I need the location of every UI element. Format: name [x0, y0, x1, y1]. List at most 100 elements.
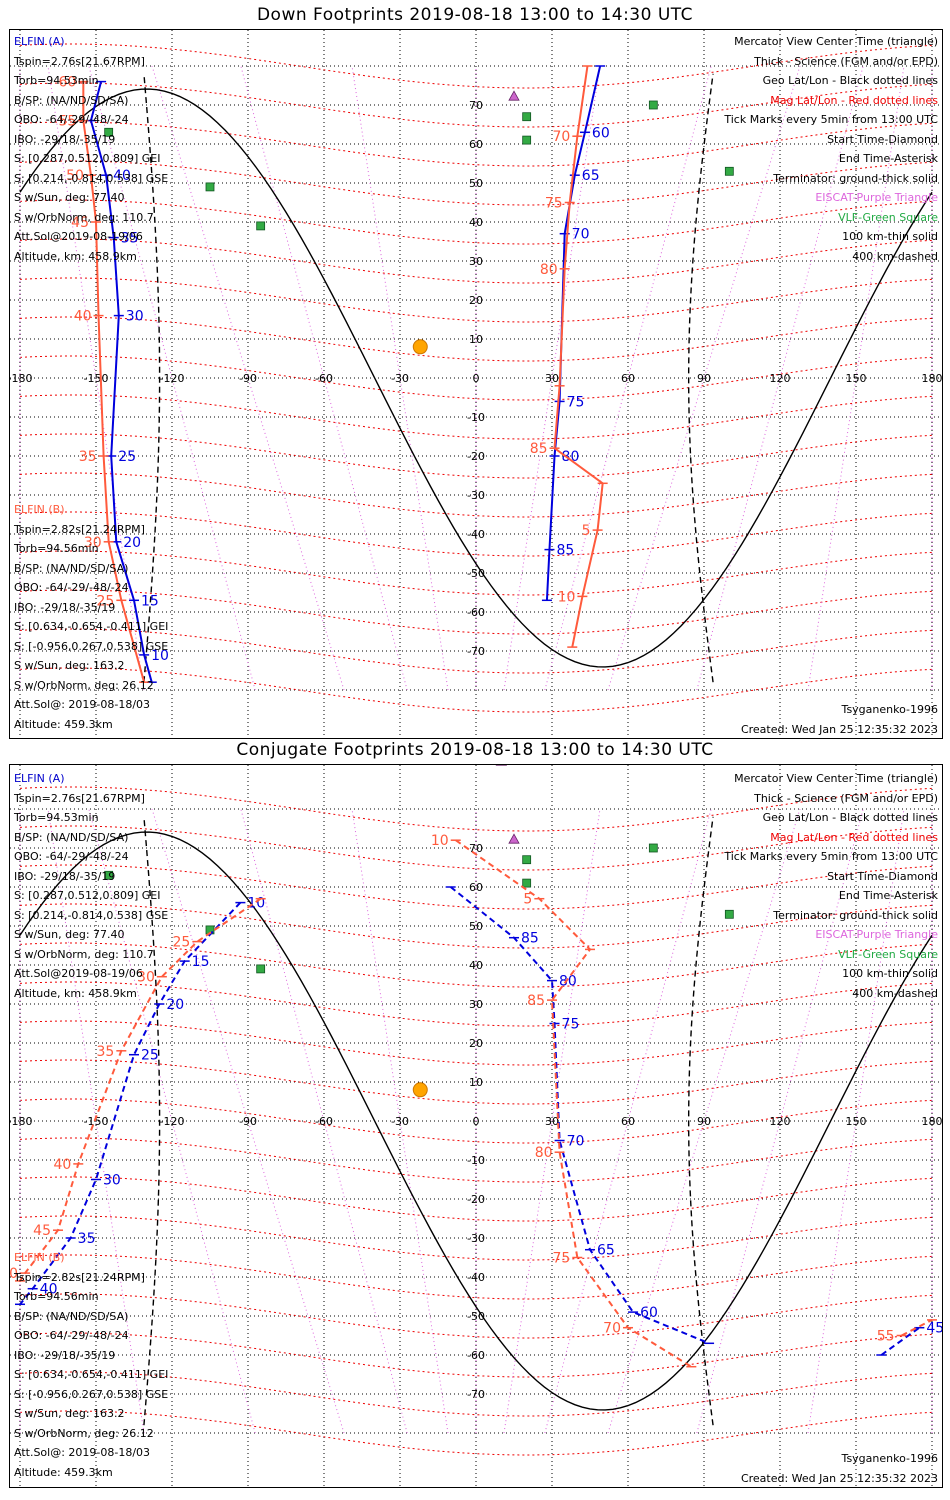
track-time-label: 75: [562, 1017, 580, 1033]
legend-entry: Terminator: ground-thick solid: [773, 908, 938, 922]
orbit-track: [19, 901, 242, 1305]
lat-tick-label: -20: [467, 1193, 485, 1206]
legend-entry: Mercator View Center Time (triangle): [734, 35, 938, 48]
elfin-b-line: S w/Sun, deg: 163.2: [14, 659, 125, 672]
track-time-label: 25: [141, 1048, 159, 1064]
lat-tick-label: -70: [467, 645, 485, 658]
lat-tick-label: -60: [467, 1349, 485, 1362]
lon-tick-label: -30: [391, 372, 409, 385]
elfin-a-line: S: [0.287,0.512,0.809] GEI: [14, 152, 161, 165]
lon-tick-label: 180: [922, 372, 943, 385]
lat-tick-label: -20: [467, 450, 485, 463]
panel-title-conjugate: Conjugate Footprints 2019-08-18 13:00 to…: [236, 740, 714, 760]
legend-entry: End Time-Asterisk: [838, 889, 938, 902]
vlf-square: [104, 127, 114, 137]
lon-tick-label: 60: [621, 372, 635, 385]
mercator-map-conjugate: -180 -150 -120 -90 -60 -30 0 30 60 90 120 150 180 70 6…: [10, 765, 942, 1487]
elfin-a-line: S: [0.214,-0.814,0.538] GSE: [14, 171, 169, 185]
track-time-label: 35: [79, 449, 97, 465]
track-time-label: 50: [66, 168, 84, 184]
track-time-label: 45: [926, 1321, 942, 1337]
lat-tick-label: 40: [469, 216, 483, 229]
orbit-track: [901, 1319, 933, 1337]
orbit-track: [553, 65, 604, 648]
elfin-b-info: ELFIN (B) Tspin=2.82s[21.24RPM] Torb=94.…: [14, 500, 168, 734]
elfin-a-line: S w/Sun, deg: 77.40: [14, 928, 125, 941]
track-time-label: 5: [582, 523, 591, 539]
vlf-square: [522, 855, 532, 865]
legend-entry: 400 km-dashed: [852, 249, 938, 263]
lat-tick-label: 70: [469, 99, 483, 112]
track-time-label: 40: [53, 1157, 71, 1173]
lon-tick-label: 180: [922, 1115, 943, 1128]
orbit-track: [19, 897, 262, 1282]
elfin-a-line: Altitude, km: 458.9km: [14, 986, 137, 1000]
lat-tick-label: 10: [469, 1076, 483, 1089]
elfin-b-line: Altitude: 459.3km: [14, 1465, 113, 1479]
elfin-b-line: OBO: -64/-29/-48/-24: [14, 1329, 129, 1342]
legend: Mercator View Center Time (triangle) Thi…: [724, 32, 938, 266]
elfin-b-line: S: [0.634,-0.654,-0.411] GEI: [14, 620, 169, 633]
legend-entry: 100 km-thin solid: [842, 967, 938, 980]
vlf-square: [648, 843, 658, 853]
elfin-b-line: Torb=94.56min: [14, 542, 99, 555]
elfin-b-line: Altitude: 459.3km: [14, 717, 113, 731]
elfin-a-line: Tspin=2.76s[21.67RPM]: [14, 791, 145, 805]
legend-entry: Start Time-Diamond: [827, 132, 938, 146]
legend-entry: VLF-Green Square: [838, 947, 938, 961]
lon-tick-label: -150: [84, 1115, 109, 1128]
track-time-label: 85: [530, 441, 548, 457]
lon-tick-label: 150: [846, 1115, 867, 1128]
elfin-b-line: S w/OrbNorm, deg: 26.12: [14, 678, 154, 692]
lat-tick-label: 60: [469, 881, 483, 894]
lon-tick-label: 30: [545, 1115, 559, 1128]
orbit-track: [450, 886, 710, 1345]
elfin-a-line: Torb=94.53min: [14, 74, 99, 87]
track-time-label: 30: [137, 970, 155, 986]
track-time-label: 30: [84, 535, 102, 551]
panel-title-down: Down Footprints 2019-08-18 13:00 to 14:3…: [256, 5, 694, 25]
elfin-b-line: OBO: -64/-29/-48/-24: [14, 581, 129, 594]
legend-entry: End Time-Asterisk: [838, 152, 938, 165]
elfin-a-line: Altitude, km: 458.9km: [14, 249, 137, 263]
legend-entry: Start Time-Diamond: [827, 869, 938, 883]
track-time-label: 40: [113, 168, 131, 184]
lon-tick-label: 90: [697, 372, 711, 385]
elfin-b-line: Tspin=2.82s[21.24RPM]: [14, 1270, 145, 1284]
terminator-line: [19, 831, 933, 1411]
elfin-b-line: S: [-0.956,0.267,0.538] GSE: [14, 639, 169, 653]
vlf-square: [205, 182, 215, 192]
elfin-a-line: S: [0.287,0.512,0.809] GEI: [14, 889, 161, 902]
elfin-b-line: B/SP: (NA/ND/SD/SA): [14, 1309, 129, 1323]
lat-tick-label: -10: [467, 411, 485, 424]
track-time-label: 85: [556, 543, 574, 559]
track-time-label: 25: [173, 935, 191, 951]
eiscat-triangle: [508, 833, 520, 844]
lat-tick-label: -40: [467, 1271, 485, 1284]
lat-tick-label: -70: [467, 1388, 485, 1401]
created-label: Created: Wed Jan 25 12:35:32 2023: [740, 723, 938, 736]
map-panel-conjugate: -180 -150 -120 -90 -60 -30 0 30 60 90 120 150 180 70 6…: [9, 764, 943, 1488]
elfin-a-line: IBO: -29/18/-35/19: [14, 132, 116, 146]
legend-entry: 100 km-thin solid: [842, 230, 938, 243]
track-time-label: 60: [592, 125, 610, 141]
elfin-b-info: ELFIN (B) Tspin=2.82s[21.24RPM] Torb=94.…: [14, 1248, 168, 1482]
lon-tick-label: -120: [160, 372, 185, 385]
lat-tick-label: 50: [469, 920, 483, 933]
lon-tick-label: -60: [315, 372, 333, 385]
model-label: Tsyganenko-1996: [841, 703, 938, 716]
vlf-square: [256, 964, 266, 974]
legend-entry: Terminator: ground-thick solid: [773, 171, 938, 185]
track-time-label: 85: [527, 993, 545, 1009]
track-time-label: 35: [121, 231, 139, 247]
lat-tick-label: 40: [469, 959, 483, 972]
legend-entry: Mag Lat/Lon - Red dotted lines: [770, 830, 938, 844]
lat-tick-label: -30: [467, 489, 485, 502]
track-time-label: 20: [166, 997, 184, 1013]
lon-tick-label: 120: [770, 1115, 791, 1128]
legend-entry: Thick - Science (FGM and/or EPD): [754, 791, 938, 805]
lat-tick-label: -60: [467, 606, 485, 619]
track-time-label: 55: [877, 1329, 895, 1345]
legend-entry: Mercator View Center Time (triangle): [734, 772, 938, 785]
vlf-square: [522, 112, 532, 122]
